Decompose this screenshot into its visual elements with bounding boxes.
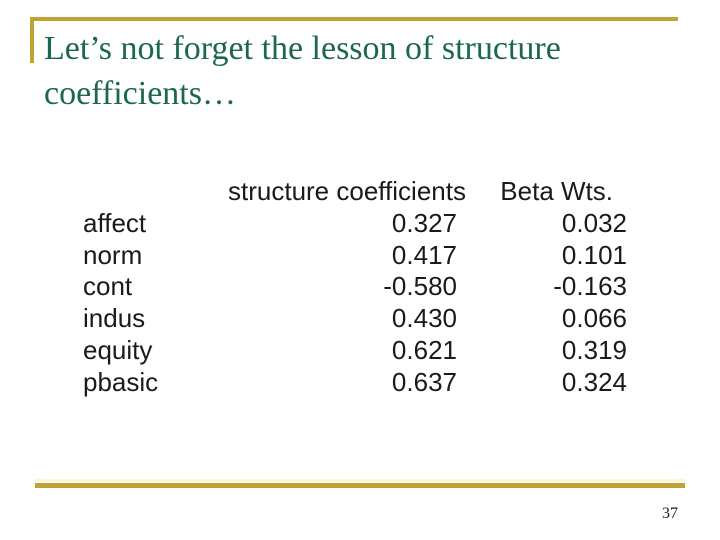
beta-weight-value: 0.066 [561, 303, 627, 334]
page-number: 37 [662, 505, 678, 522]
table-row: affect 0.327 0.032 [83, 208, 627, 240]
table-row: equity 0.621 0.319 [83, 335, 627, 367]
table-row: norm 0.417 0.101 [83, 240, 627, 272]
top-accent-rule [30, 17, 678, 21]
row-label: norm [83, 239, 143, 270]
coefficients-table: structure coefficients Beta Wts. affect … [83, 176, 627, 399]
structure-coefficient-value: 0.637 [391, 366, 457, 397]
bottom-accent-rule [35, 483, 685, 488]
title-line-2: coefficients… [44, 75, 236, 112]
row-label: indus [83, 303, 146, 334]
beta-weight-value: 0.324 [561, 366, 627, 397]
page-title: Let’s not forget the lesson of structure… [44, 26, 654, 116]
beta-weight-value: 0.101 [561, 239, 627, 270]
title-line-1: Let’s not forget the lesson of structure [44, 30, 561, 67]
bottom-accent-rule-highlight [35, 479, 685, 482]
row-label: affect [83, 207, 147, 238]
table-row: pbasic 0.637 0.324 [83, 367, 627, 399]
table-row: indus 0.430 0.066 [83, 303, 627, 335]
structure-coefficient-value: 0.621 [391, 334, 457, 365]
structure-coefficients-header: structure coefficients [228, 176, 466, 206]
structure-coefficient-value: -0.580 [383, 271, 457, 302]
table-header-row: structure coefficients Beta Wts. [83, 176, 627, 208]
structure-coefficient-value: 0.430 [391, 303, 457, 334]
beta-weight-value: 0.032 [561, 207, 627, 238]
table-row: cont -0.580 -0.163 [83, 271, 627, 303]
row-label: equity [83, 334, 153, 365]
header-spacer [83, 176, 228, 208]
beta-wts-header: Beta Wts. [500, 176, 613, 206]
left-accent-bar [30, 17, 34, 63]
structure-coefficient-value: 0.417 [391, 239, 457, 270]
beta-weight-value: 0.319 [561, 334, 627, 365]
beta-weight-value: -0.163 [553, 271, 627, 302]
row-label: cont [83, 271, 133, 302]
structure-coefficient-value: 0.327 [391, 207, 457, 238]
row-label: pbasic [83, 366, 159, 397]
